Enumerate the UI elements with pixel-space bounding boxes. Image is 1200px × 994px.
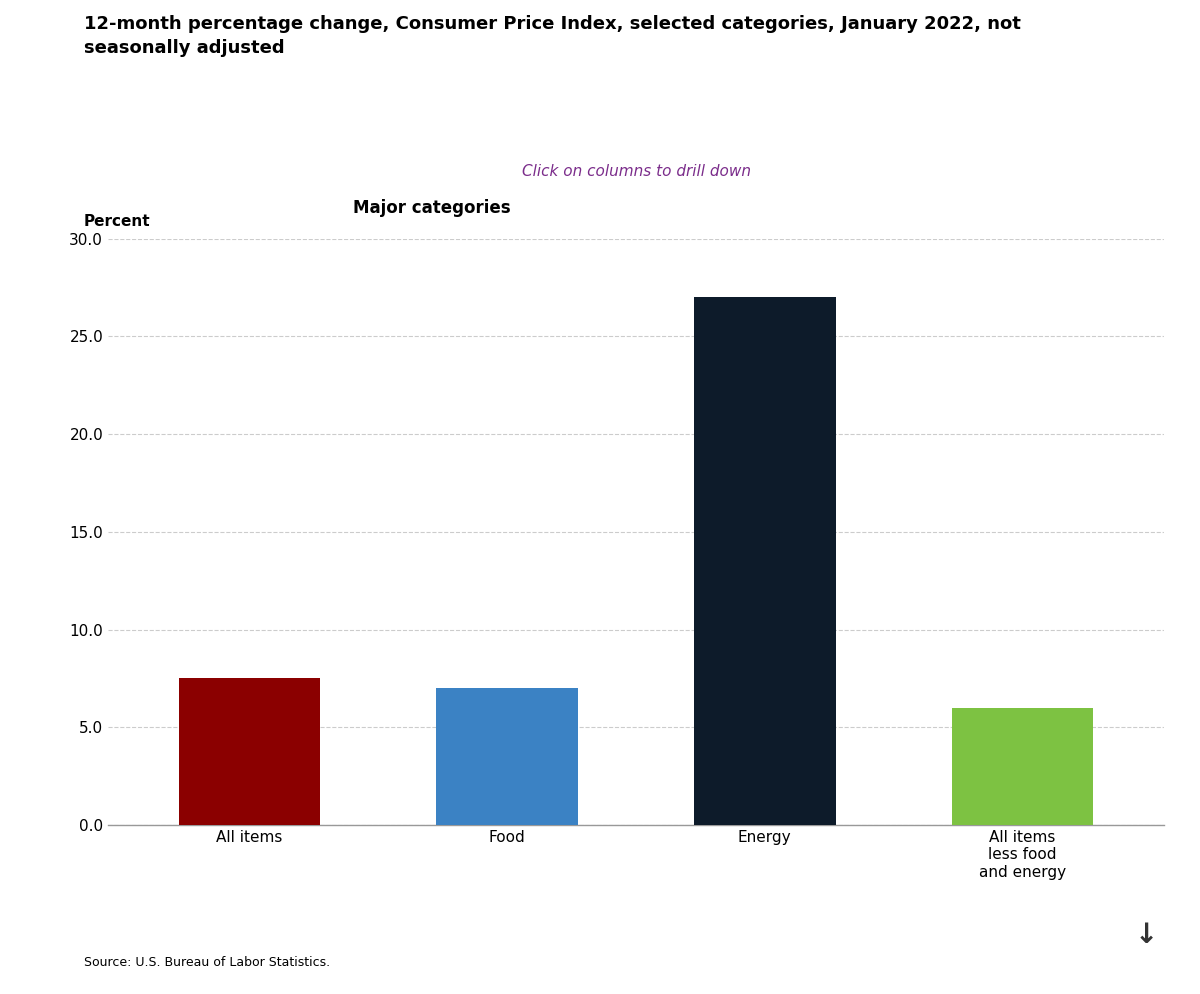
Bar bbox=[437, 688, 578, 825]
Text: Click on columns to drill down: Click on columns to drill down bbox=[522, 164, 750, 179]
Text: Major categories: Major categories bbox=[353, 199, 511, 217]
Text: ↓: ↓ bbox=[1134, 921, 1158, 949]
Bar bbox=[694, 297, 835, 825]
Text: 12-month percentage change, Consumer Price Index, selected categories, January 2: 12-month percentage change, Consumer Pri… bbox=[84, 15, 1021, 57]
Text: Percent: Percent bbox=[84, 214, 151, 229]
Text: Source: U.S. Bureau of Labor Statistics.: Source: U.S. Bureau of Labor Statistics. bbox=[84, 956, 330, 969]
Bar bbox=[179, 678, 320, 825]
Bar bbox=[952, 708, 1093, 825]
